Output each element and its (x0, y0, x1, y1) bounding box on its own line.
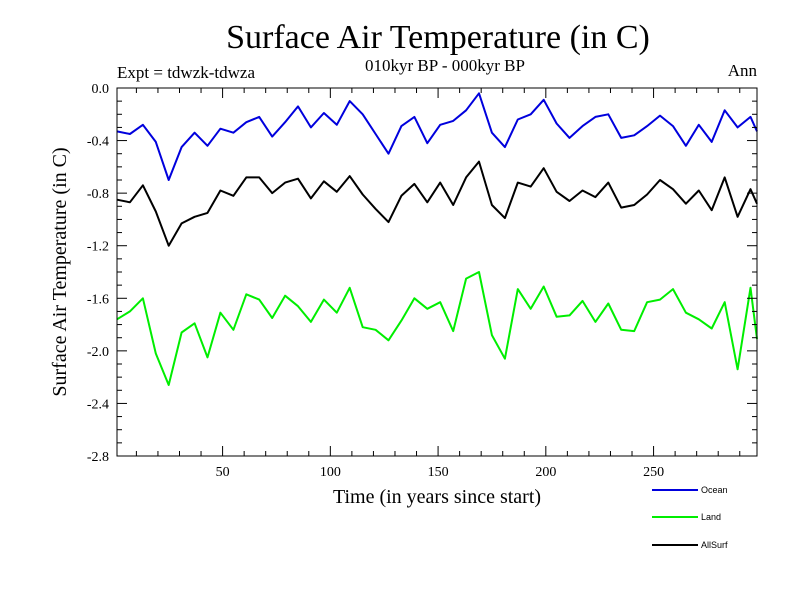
legend-label-land: Land (701, 512, 721, 522)
chart-experiment: Expt = tdwzk-tdwza (117, 63, 255, 82)
y-tick-label: -0.8 (87, 187, 109, 202)
y-tick-label: -2.8 (87, 450, 109, 465)
chart-period: Ann (728, 61, 758, 80)
x-tick-label: 200 (535, 465, 556, 480)
series-line-allsurf (116, 160, 758, 247)
y-tick-label: 0.0 (92, 82, 110, 97)
x-tick-label: 250 (643, 465, 664, 480)
y-tick-label: -0.4 (87, 135, 109, 150)
chart-title: Surface Air Temperature (in C) (226, 19, 650, 56)
x-tick-label: 100 (320, 465, 341, 480)
x-tick-label: 50 (216, 465, 230, 480)
legend-label-allsurf: AllSurf (701, 540, 728, 550)
y-tick-label: -1.2 (87, 240, 109, 255)
x-axis-title: Time (in years since start) (333, 486, 541, 508)
y-tick-label: -1.6 (87, 292, 109, 307)
y-axis-title: Surface Air Temperature (in C) (49, 147, 71, 396)
series-layer (116, 92, 758, 386)
y-tick-label: -2.4 (87, 397, 109, 412)
y-tick-label: -2.0 (87, 345, 109, 360)
series-line-land (116, 271, 758, 386)
legend-label-ocean: Ocean (701, 485, 728, 495)
x-tick-label: 150 (428, 465, 449, 480)
chart-subtitle: 010kyr BP - 000kyr BP (365, 56, 525, 75)
ticks-layer: 50 100 150 200 250 0.0 -0.4 -0.8 -1.2 -1.6 -2.0 -2.… (87, 82, 757, 480)
plot-frame (116, 87, 758, 457)
legend: Ocean Land AllSurf (652, 485, 728, 550)
series-line-ocean (116, 92, 758, 181)
